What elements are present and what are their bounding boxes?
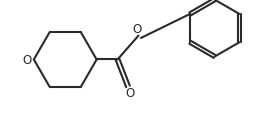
- Text: O: O: [125, 87, 135, 100]
- Text: O: O: [23, 53, 32, 66]
- Text: O: O: [132, 23, 142, 36]
